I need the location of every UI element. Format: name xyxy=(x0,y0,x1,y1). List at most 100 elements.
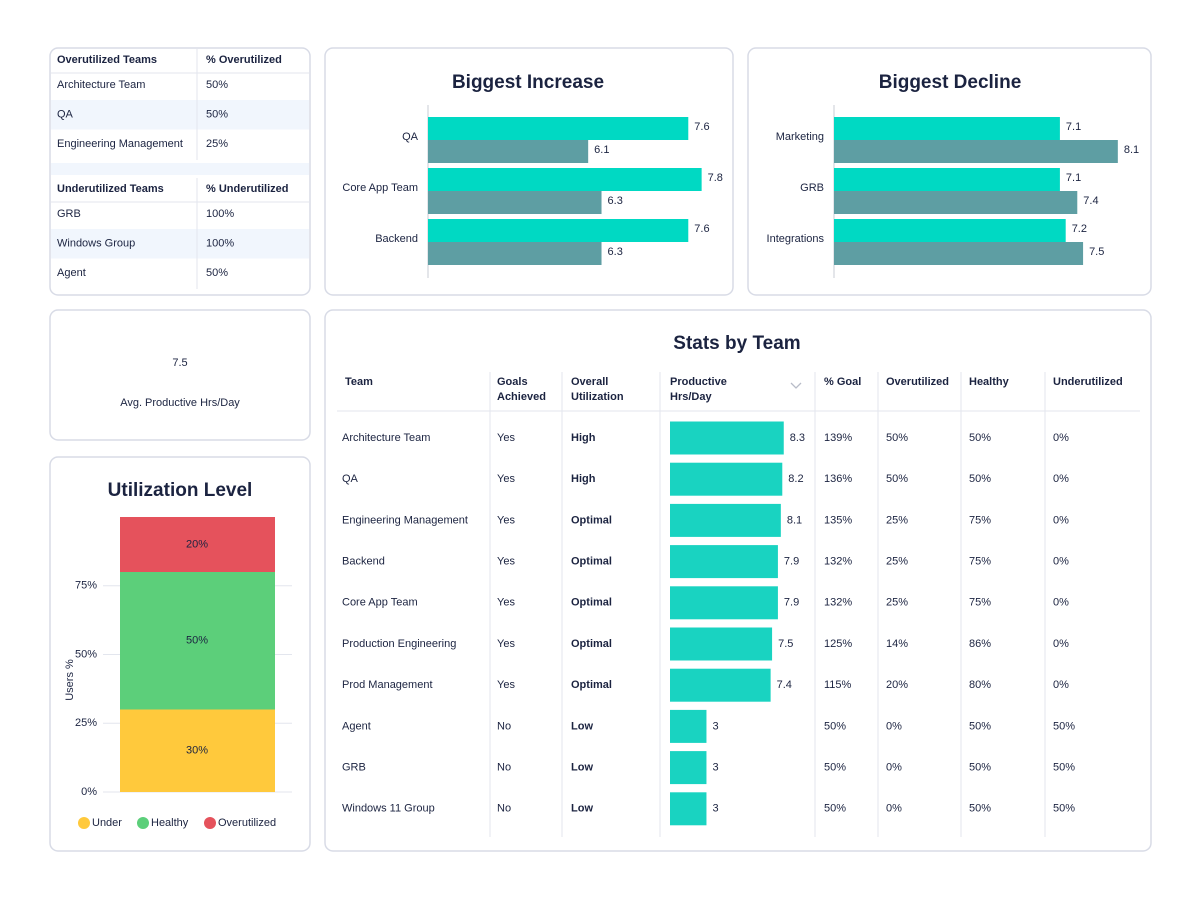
table-cell: 75% xyxy=(969,597,991,609)
column-header: Hrs/Day xyxy=(670,391,712,403)
legend-label: Under xyxy=(92,817,122,829)
table-cell: 14% xyxy=(886,638,908,650)
hours-bar xyxy=(670,545,778,579)
category-label: Backend xyxy=(375,233,418,245)
table-cell: Backend xyxy=(342,556,385,568)
hours-label: 3 xyxy=(712,720,718,732)
table-cell: 0% xyxy=(886,720,902,732)
legend-swatch xyxy=(78,817,90,829)
table-cell: 50% xyxy=(969,803,991,815)
table-cell: Yes xyxy=(497,556,515,568)
stack-segment xyxy=(120,517,275,572)
table-cell: 50% xyxy=(969,762,991,774)
table-cell: Production Engineering xyxy=(342,638,456,650)
column-header: Overutilized xyxy=(886,376,949,388)
legend-swatch xyxy=(204,817,216,829)
legend-label: Overutilized xyxy=(218,817,276,829)
table-cell: QA xyxy=(342,473,359,485)
table-cell: Optimal xyxy=(571,638,612,650)
hours-bar xyxy=(670,751,707,785)
category-label: QA xyxy=(402,131,419,143)
table-cell: 50% xyxy=(206,108,228,120)
table-cell: 50% xyxy=(206,79,228,91)
table-header: Underutilized Teams xyxy=(57,183,164,195)
segment-label: 50% xyxy=(186,635,208,647)
category-label: Core App Team xyxy=(342,182,418,194)
table-cell: Windows 11 Group xyxy=(342,803,435,815)
table-cell: Core App Team xyxy=(342,597,418,609)
kpi-panel xyxy=(49,309,311,441)
column-header: Healthy xyxy=(969,376,1010,388)
chart-title: Biggest Decline xyxy=(879,72,1022,93)
column-header: Team xyxy=(345,376,373,388)
table-cell: 25% xyxy=(206,138,228,150)
stats-panel xyxy=(324,309,1152,852)
table-cell: Agent xyxy=(57,267,86,279)
table-cell: Yes xyxy=(497,597,515,609)
table-header: % Overutilized xyxy=(206,54,282,66)
table-cell: Yes xyxy=(497,679,515,691)
bar xyxy=(834,168,1060,191)
category-label: Integrations xyxy=(767,233,825,245)
column-header: Goals xyxy=(497,376,528,388)
bar xyxy=(834,191,1078,214)
table-cell: 50% xyxy=(969,720,991,732)
y-axis-label: Users % xyxy=(64,659,76,701)
table-cell: 50% xyxy=(1053,720,1075,732)
table-cell: 136% xyxy=(824,473,852,485)
table-cell: 0% xyxy=(1053,597,1069,609)
table-cell: Yes xyxy=(497,638,515,650)
stack-segment xyxy=(120,709,275,792)
row-band xyxy=(51,100,309,130)
table-cell: 115% xyxy=(824,679,852,691)
table-cell: Low xyxy=(571,803,593,815)
y-tick-label: 50% xyxy=(75,648,97,660)
y-tick-label: 25% xyxy=(75,717,97,729)
value-label: 7.8 xyxy=(708,172,723,184)
y-tick-label: 75% xyxy=(75,580,97,592)
value-label: 7.4 xyxy=(1083,195,1098,207)
table-cell: 75% xyxy=(969,556,991,568)
segment-label: 30% xyxy=(186,745,208,757)
table-cell: 132% xyxy=(824,556,852,568)
table-cell: Architecture Team xyxy=(57,79,145,91)
value-label: 7.6 xyxy=(694,121,709,133)
hours-label: 8.1 xyxy=(787,514,802,526)
hours-bar xyxy=(670,792,707,826)
hours-label: 3 xyxy=(712,762,718,774)
table-cell: No xyxy=(497,803,511,815)
column-header: Overall xyxy=(571,376,608,388)
category-label: Marketing xyxy=(776,131,824,143)
legend-swatch xyxy=(137,817,149,829)
value-label: 6.3 xyxy=(608,195,623,207)
table-cell: Optimal xyxy=(571,679,612,691)
segment-label: 20% xyxy=(186,538,208,550)
table-cell: Yes xyxy=(497,514,515,526)
table-cell: Yes xyxy=(497,473,515,485)
chart-title: Biggest Increase xyxy=(452,72,604,93)
kpi-label: Avg. Productive Hrs/Day xyxy=(120,397,240,409)
table-cell: QA xyxy=(57,108,74,120)
table-cell: GRB xyxy=(57,208,81,220)
table-cell: 135% xyxy=(824,514,852,526)
table-cell: Optimal xyxy=(571,556,612,568)
value-label: 7.5 xyxy=(1089,246,1104,258)
table-cell: 50% xyxy=(1053,803,1075,815)
table-cell: Low xyxy=(571,762,593,774)
bar xyxy=(834,242,1084,265)
table-cell: Engineering Management xyxy=(342,514,468,526)
column-header: % Goal xyxy=(824,376,861,388)
sort-icon[interactable] xyxy=(790,382,802,389)
column-header: Achieved xyxy=(497,391,546,403)
table-cell: 75% xyxy=(969,514,991,526)
value-label: 7.1 xyxy=(1066,121,1081,133)
value-label: 7.6 xyxy=(694,223,709,235)
bar xyxy=(834,219,1066,242)
table-cell: 50% xyxy=(206,267,228,279)
table-cell: 100% xyxy=(206,208,234,220)
table-cell: 50% xyxy=(969,432,991,444)
value-label: 7.2 xyxy=(1072,223,1087,235)
legend-label: Healthy xyxy=(151,817,189,829)
hours-bar xyxy=(670,503,781,537)
